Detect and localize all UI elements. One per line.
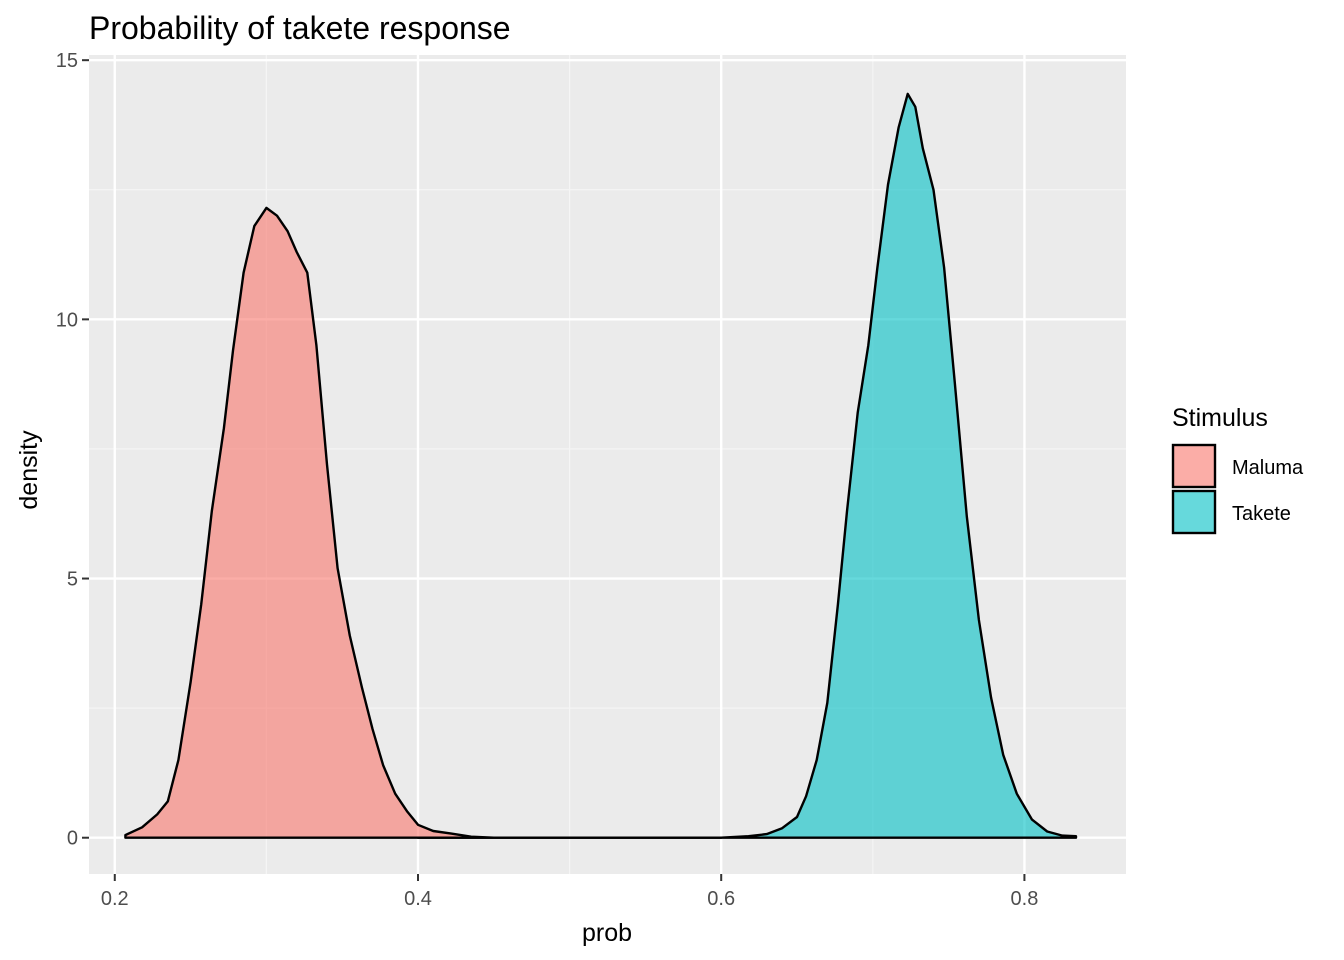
- density-area-takete: [416, 92, 1078, 839]
- legend-key-takete: [1171, 489, 1217, 535]
- y-tick-label: 5: [67, 569, 78, 591]
- plot-panel: [89, 55, 1126, 874]
- legend-label-takete: Takete: [1232, 503, 1291, 525]
- y-tick-label: 10: [56, 309, 78, 331]
- x-axis: 0.2 0.4 0.6 0.8: [101, 874, 1038, 910]
- legend-label-maluma: Maluma: [1232, 457, 1304, 479]
- legend-key-maluma: [1171, 443, 1217, 489]
- x-tick-label: 0.2: [101, 888, 129, 910]
- y-tick-label: 0: [67, 828, 78, 850]
- x-tick-label: 0.6: [707, 888, 735, 910]
- chart-title: Probability of takete response: [89, 10, 511, 46]
- density-area-maluma: [124, 206, 723, 839]
- y-axis: 0 5 10 15: [56, 50, 89, 850]
- x-tick-label: 0.8: [1011, 888, 1039, 910]
- x-axis-title: prob: [582, 919, 632, 947]
- y-tick-label: 15: [56, 50, 78, 72]
- legend-title: Stimulus: [1172, 404, 1268, 432]
- y-axis-title: density: [15, 430, 43, 510]
- legend: Stimulus Maluma Takete: [1171, 404, 1304, 535]
- x-tick-label: 0.4: [404, 888, 432, 910]
